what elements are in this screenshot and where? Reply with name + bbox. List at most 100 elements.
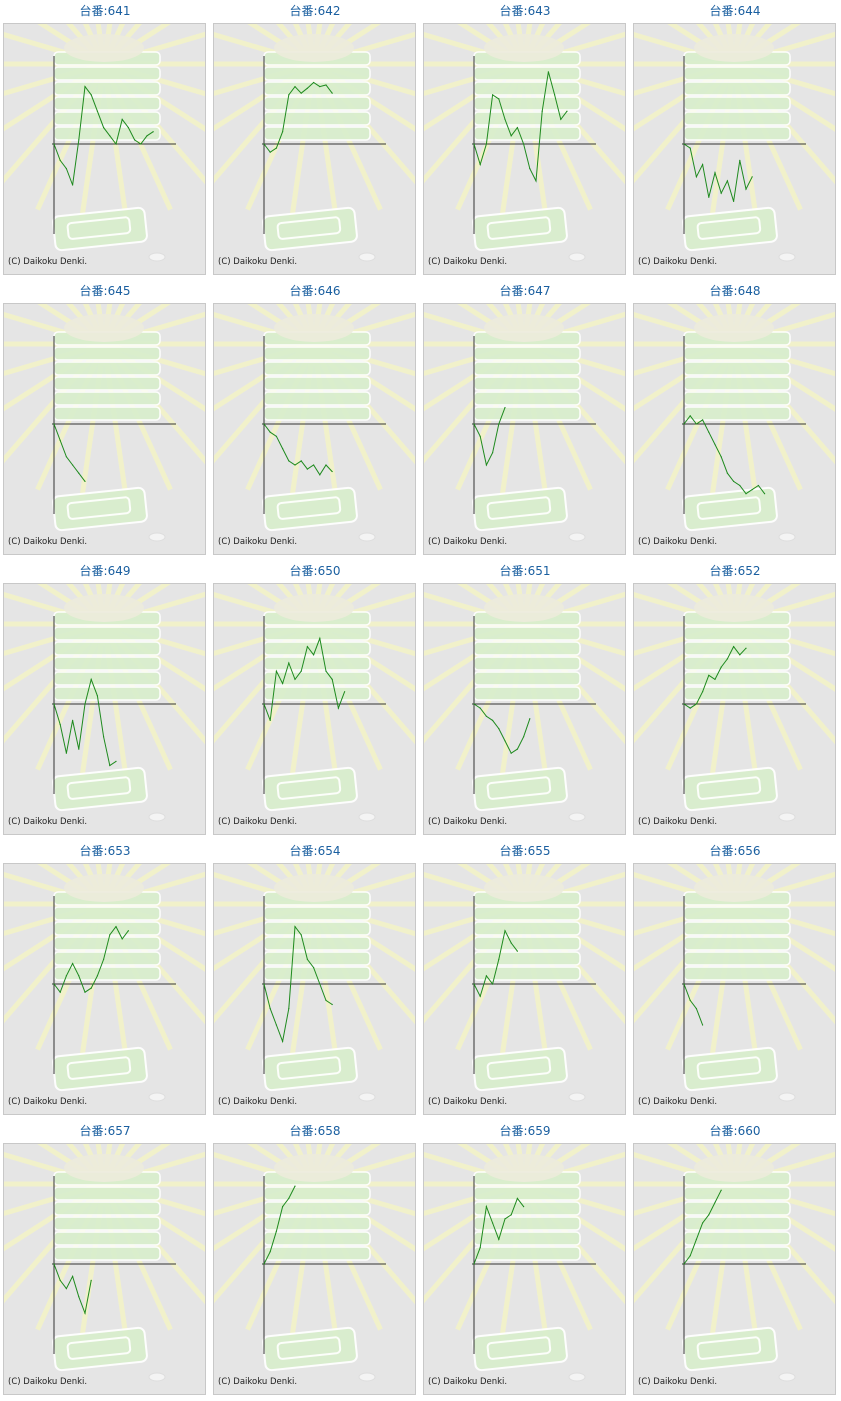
chart-title[interactable]: 台番:646 <box>210 283 420 299</box>
chart-frame: (C) Daikoku Denki. <box>213 303 416 555</box>
chart-title[interactable]: 台番:659 <box>420 1123 630 1139</box>
data-point <box>294 678 296 680</box>
chart-frame: (C) Daikoku Denki. <box>213 583 416 835</box>
data-point <box>492 94 494 96</box>
data-point <box>695 423 697 425</box>
machine-number: 655 <box>527 844 551 858</box>
chart-title[interactable]: 台番:648 <box>630 283 840 299</box>
data-point <box>288 1008 290 1010</box>
data-point <box>485 975 487 977</box>
data-point <box>751 489 753 491</box>
background-art <box>4 864 205 1102</box>
background-art <box>634 1144 835 1382</box>
copyright-text: (C) Daikoku Denki. <box>8 1377 88 1387</box>
machine-number: 644 <box>737 4 761 18</box>
data-point <box>65 456 67 458</box>
data-point <box>282 682 284 685</box>
data-point <box>127 930 129 932</box>
data-point <box>751 176 753 178</box>
data-point <box>498 1238 500 1240</box>
background-art <box>634 24 835 262</box>
data-point <box>103 127 105 129</box>
data-point <box>695 1238 697 1240</box>
chart-title[interactable]: 台番:645 <box>0 283 210 299</box>
chart-frame: (C) Daikoku Denki. <box>633 583 836 835</box>
data-point <box>708 674 710 676</box>
data-point <box>294 1185 296 1187</box>
data-point <box>103 958 105 960</box>
background-art <box>214 304 415 542</box>
data-point <box>269 1008 271 1010</box>
data-point <box>683 423 685 425</box>
machine-number: 660 <box>737 1124 761 1138</box>
data-point <box>689 707 691 709</box>
data-point <box>702 419 704 421</box>
title-prefix: 台番: <box>709 4 738 18</box>
copyright-text: (C) Daikoku Denki. <box>428 817 508 827</box>
data-point <box>683 143 685 145</box>
machine-number: 656 <box>737 844 761 858</box>
copyright-text: (C) Daikoku Denki. <box>638 1377 718 1387</box>
data-point <box>344 691 346 693</box>
copyright-text: (C) Daikoku Denki. <box>218 817 298 827</box>
chart-frame: (C) Daikoku Denki. <box>633 23 836 275</box>
data-point <box>745 493 747 495</box>
chart-title[interactable]: 台番:657 <box>0 1123 210 1139</box>
chart-title[interactable]: 台番:654 <box>210 843 420 859</box>
chart-title[interactable]: 台番:644 <box>630 3 840 19</box>
copyright-text: (C) Daikoku Denki. <box>8 1097 88 1107</box>
data-point <box>331 1003 333 1006</box>
data-point <box>733 480 735 482</box>
chart-svg <box>634 1144 835 1382</box>
chart-title[interactable]: 台番:643 <box>420 3 630 19</box>
machine-number: 650 <box>317 564 341 578</box>
chart-title[interactable]: 台番:660 <box>630 1123 840 1139</box>
data-point <box>325 84 327 86</box>
chart-title[interactable]: 台番:641 <box>0 3 210 19</box>
data-point <box>498 958 500 960</box>
chart-title[interactable]: 台番:650 <box>210 563 420 579</box>
chart-svg <box>634 864 835 1102</box>
chart-title[interactable]: 台番:649 <box>0 563 210 579</box>
series-line <box>473 71 568 183</box>
chart-title[interactable]: 台番:655 <box>420 843 630 859</box>
chart-title[interactable]: 台番:652 <box>630 563 840 579</box>
data-point <box>492 719 494 721</box>
data-point <box>53 423 55 425</box>
data-point <box>269 1251 271 1253</box>
data-point <box>90 678 92 680</box>
data-point <box>739 159 741 161</box>
chart-title[interactable]: 台番:651 <box>420 563 630 579</box>
data-point <box>516 127 518 129</box>
data-point <box>726 180 728 182</box>
chart-title[interactable]: 台番:653 <box>0 843 210 859</box>
chart-svg <box>4 584 205 822</box>
data-point <box>288 1197 290 1199</box>
chart-title[interactable]: 台番:647 <box>420 283 630 299</box>
chart-title[interactable]: 台番:658 <box>210 1123 420 1139</box>
data-point <box>313 464 315 466</box>
data-point <box>695 1008 697 1010</box>
machine-chart-650: 台番:650 (C) Daikoku Denki. <box>210 560 420 840</box>
chart-title[interactable]: 台番:656 <box>630 843 840 859</box>
title-prefix: 台番: <box>499 1124 528 1138</box>
machine-number: 659 <box>527 1124 551 1138</box>
data-point <box>523 143 525 145</box>
chart-svg <box>424 1144 625 1382</box>
chart-svg <box>4 1144 205 1382</box>
data-point <box>59 159 61 161</box>
data-point <box>313 81 315 84</box>
data-point <box>263 703 265 705</box>
chart-frame: (C) Daikoku Denki. <box>423 863 626 1115</box>
background-art <box>424 584 625 822</box>
data-point <box>275 670 277 672</box>
chart-title[interactable]: 台番:642 <box>210 3 420 19</box>
series-line <box>473 929 518 998</box>
data-point <box>331 470 333 473</box>
data-point <box>510 135 512 137</box>
data-point <box>492 983 494 985</box>
data-point <box>529 718 531 720</box>
chart-frame: (C) Daikoku Denki. <box>3 1143 206 1395</box>
title-prefix: 台番: <box>289 844 318 858</box>
